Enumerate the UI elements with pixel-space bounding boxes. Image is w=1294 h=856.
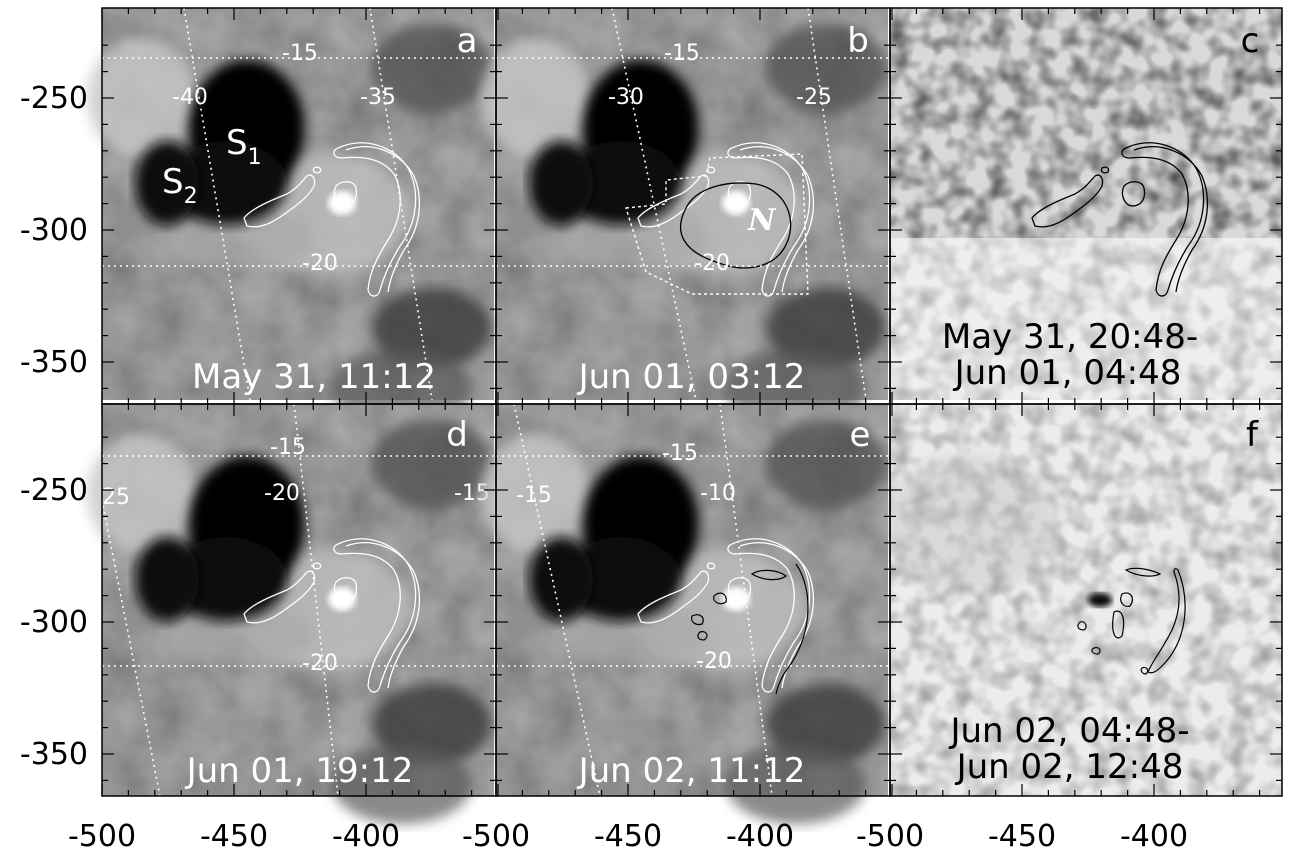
panel-letter: b [847,21,869,61]
panel-letter: e [850,415,871,455]
lon-label: -35 [360,85,396,110]
region-label-n: N [747,203,777,238]
timestamp-start: May 31, 20:48- [942,317,1198,357]
panel-b: -15 -30 -25 -20 N b Jun 01, 03:12 [481,7,888,428]
lat-label: -20 [694,251,730,276]
panel-e: -15 -15 -10 -20 e Jun 02, 11:12 [481,403,888,824]
x-tick-label: -450 [594,819,662,854]
lon-label: -20 [264,481,300,506]
panel-frames [101,7,1283,797]
timestamp: Jun 01, 19:12 [185,751,414,791]
sunspot-label-s2: S2 [162,162,198,209]
timestamp: May 31, 11:12 [192,357,436,397]
lat-label: -15 [282,41,318,66]
lon-label: -40 [172,85,208,110]
lon-label: -15 [516,483,552,508]
panel-d: -15 25 -20 -15 -20 d Jun 01, 19:12 [87,403,494,824]
lat-label: -15 [664,41,700,66]
sunspot-label-s1: S1 [226,123,262,170]
x-tick-label: -400 [726,819,794,854]
lat-label: -15 [270,435,306,460]
timestamp: Jun 02, 11:12 [577,751,806,791]
lon-label: -25 [796,85,832,110]
y-tick-label: -350 [20,345,88,380]
timestamp-end: Jun 01, 04:48 [953,353,1182,393]
panel-a: -15 -40 -35 -20 S1 S2 a May 31, 11:12 [87,7,494,428]
x-tick-label: -500 [856,819,924,854]
timestamp-start: Jun 02, 04:48- [948,711,1189,751]
panel-letter: f [1246,415,1259,455]
axis-ticks [101,8,1282,796]
lat-label: -20 [302,651,338,676]
x-tick-label: -500 [462,819,530,854]
timestamp-end: Jun 02, 12:48 [955,747,1184,787]
y-tick-label: -250 [20,473,88,508]
panel-f: f Jun 02, 04:48- Jun 02, 12:48 [880,404,1282,796]
panel-letter: a [457,21,478,61]
lon-label: -10 [700,481,736,506]
y-tick-label: -300 [20,605,88,640]
x-tick-label: -450 [988,819,1056,854]
x-tick-label: -450 [200,819,268,854]
x-axis-labels: -500 -450 -400 -500 -450 -400 -500 -450 … [68,819,1188,854]
x-tick-label: -400 [1120,819,1188,854]
lat-label: -15 [662,441,698,466]
x-tick-label: -400 [332,819,400,854]
x-tick-label: -500 [68,819,136,854]
lat-label: -20 [696,649,732,674]
panel-letter: c [1241,21,1260,61]
y-tick-label: -300 [20,213,88,248]
y-tick-label: -350 [20,737,88,772]
panel-c: c May 31, 20:48- Jun 01, 04:48 [890,8,1282,400]
lon-label: -30 [608,85,644,110]
y-tick-label: -250 [20,81,88,116]
y-axis-labels: -250 -300 -350 -250 -300 -350 [20,81,88,772]
lat-label: -20 [302,251,338,276]
lon-label: 25 [102,485,130,510]
panel-letter: d [446,415,468,455]
timestamp: Jun 01, 03:12 [577,357,806,397]
